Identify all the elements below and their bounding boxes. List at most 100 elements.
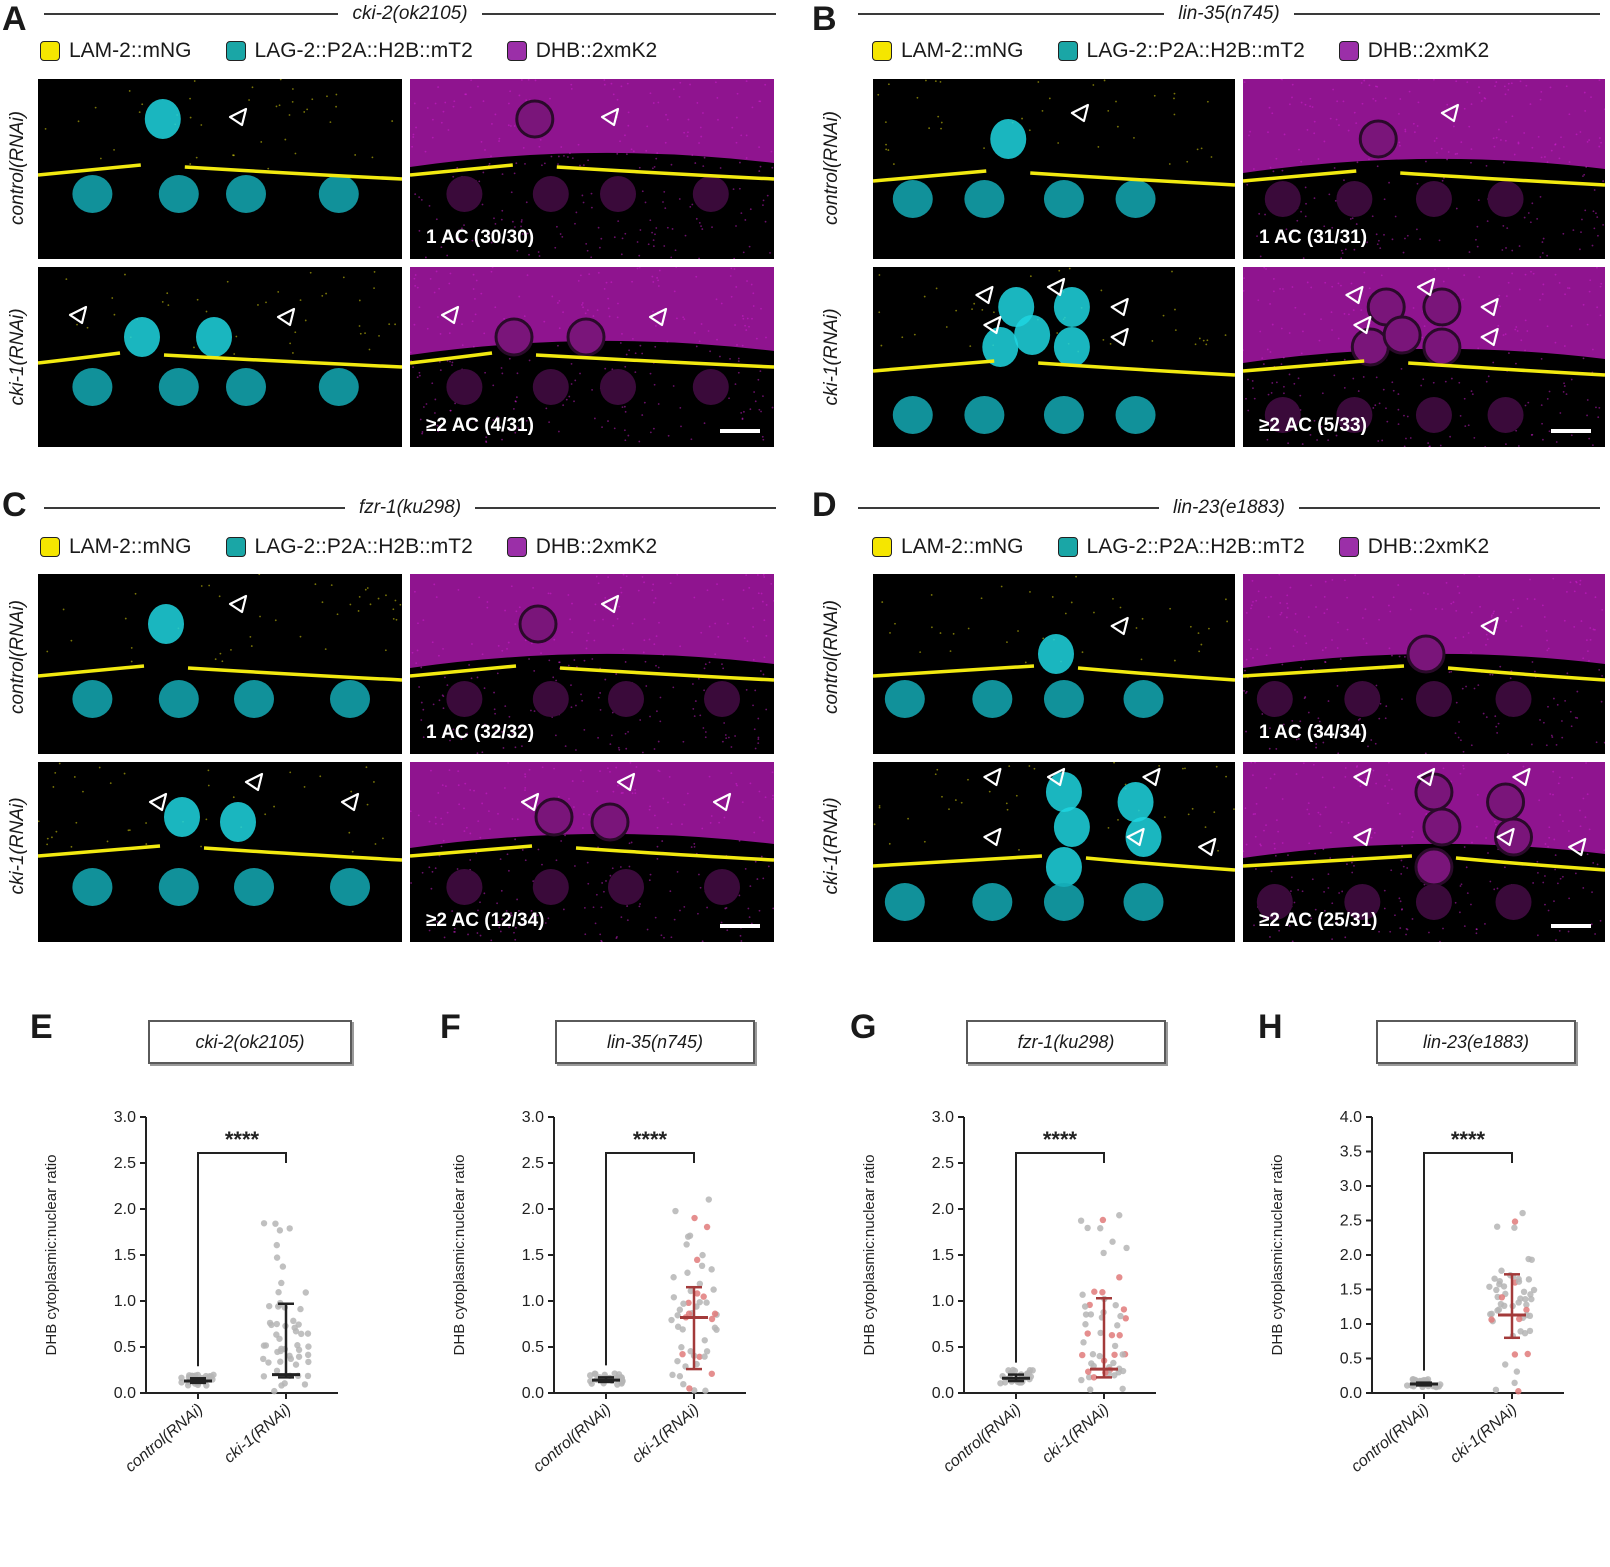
- data-point: [1099, 1216, 1107, 1224]
- dhb-image: [410, 762, 774, 942]
- data-point: [1082, 1311, 1090, 1318]
- x-tick-label: control(RNAi): [940, 1401, 1024, 1476]
- data-point: [696, 1298, 703, 1306]
- genotype-label: lin-23(e1883): [1159, 497, 1299, 518]
- data-point: [1519, 1209, 1526, 1217]
- legend-swatch-lam2: [40, 537, 60, 557]
- data-point: [710, 1286, 717, 1293]
- legend-swatch-lam2: [40, 41, 60, 61]
- plot-title-f: lin-35(n745): [555, 1020, 755, 1064]
- data-point: [1524, 1350, 1531, 1358]
- significance-bracket: [1423, 1152, 1513, 1371]
- scatter-plot-g: DHB cytoplasmic:nuclear ratio 0.0 0.5 1.0 1.…: [861, 1109, 1156, 1476]
- merge-image: [873, 79, 1235, 259]
- data-point: [286, 1352, 293, 1360]
- data-point: [266, 1302, 273, 1310]
- x-tick-label: control(RNAi): [1348, 1401, 1432, 1476]
- legend-swatch-lag2: [1057, 537, 1078, 557]
- ac-count-label: ≥2 AC (25/31): [1259, 910, 1378, 931]
- data-point: [591, 1370, 598, 1377]
- legend-swatch-dhb: [506, 537, 527, 557]
- data-point: [676, 1373, 684, 1380]
- data-point: [290, 1317, 297, 1325]
- scatter-plot-h: DHB cytoplasmic:nuclear ratio 0.0 0.5 1.0 1.…: [1269, 1109, 1564, 1476]
- y-tick-label: 2.0: [932, 1201, 954, 1218]
- merge-image: [873, 762, 1235, 942]
- data-point: [178, 1374, 185, 1382]
- arrowhead-icon: [68, 305, 88, 325]
- ac-count-label: ≥2 AC (4/31): [426, 415, 534, 436]
- data-point: [295, 1346, 303, 1354]
- arrowhead-icon: [1110, 297, 1129, 317]
- y-tick-label: 0.5: [522, 1339, 544, 1356]
- data-point: [1530, 1286, 1538, 1294]
- data-point: [1487, 1311, 1494, 1318]
- arrowhead-icon: [1198, 837, 1217, 857]
- arrowhead-icon: [1345, 285, 1364, 305]
- data-point: [1523, 1301, 1530, 1308]
- significance-stars: ****: [633, 1127, 668, 1152]
- data-point: [703, 1299, 710, 1306]
- row-label-cki1: cki-1(RNAi): [7, 797, 28, 895]
- micrograph-cki1-dhb: ≥2 AC (12/34): [410, 762, 774, 942]
- legend-label-dhb: DHB::2xmK2: [535, 535, 658, 558]
- y-axis-label: DHB cytoplasmic:nuclear ratio: [43, 1155, 60, 1356]
- genotype-header-c: fzr-1(ku298): [44, 496, 776, 520]
- arrowhead-icon: [340, 792, 360, 812]
- arrowhead-icon: [616, 772, 636, 792]
- panel-letter-e: E: [30, 1008, 53, 1046]
- arrowhead-icon: [1568, 837, 1587, 857]
- data-point: [1116, 1212, 1123, 1219]
- data-point: [711, 1324, 719, 1331]
- data-point: [1513, 1368, 1521, 1375]
- data-point: [1087, 1311, 1095, 1318]
- legend-swatch-lam2: [872, 537, 892, 557]
- data-point: [619, 1377, 626, 1384]
- dhb-image: [410, 574, 774, 754]
- channel-legend-b: LAM-2::mNG LAG-2::P2A::H2B::mT2 DHB::2xm…: [872, 37, 1489, 65]
- merge-image: [873, 267, 1235, 447]
- data-point: [265, 1359, 272, 1366]
- panel-letter-a: A: [2, 0, 27, 38]
- data-point: [674, 1312, 681, 1319]
- arrowhead-icon: [1496, 827, 1515, 847]
- genotype-header-d: lin-23(e1883): [858, 496, 1600, 520]
- legend-label-lam2: LAM-2::mNG: [901, 535, 1024, 558]
- data-point: [611, 1370, 618, 1377]
- data-point: [1084, 1330, 1091, 1337]
- row-label-control: control(RNAi): [821, 599, 842, 715]
- arrowhead-icon: [1416, 277, 1436, 297]
- data-point: [669, 1371, 676, 1379]
- y-tick-label: 0.5: [114, 1339, 136, 1356]
- y-tick-label: 1.5: [522, 1247, 544, 1264]
- data-point: [699, 1251, 706, 1259]
- scale-bar: [1551, 429, 1591, 433]
- data-point: [1078, 1376, 1085, 1384]
- y-tick-label: 3.0: [932, 1109, 954, 1126]
- micrograph-cki1-merge: [38, 762, 402, 942]
- y-tick-label: 1.5: [932, 1247, 954, 1264]
- arrowhead-icon: [600, 107, 620, 127]
- data-point: [1110, 1359, 1117, 1367]
- micrograph-cki1-merge: [38, 267, 402, 447]
- legend-label-dhb: DHB::2xmK2: [1367, 535, 1490, 558]
- data-point: [302, 1289, 309, 1296]
- scatter-plot-f: DHB cytoplasmic:nuclear ratio 0.0 0.5 1.0 1.…: [451, 1109, 746, 1476]
- micrograph-control-dhb: 1 AC (31/31): [1243, 79, 1605, 259]
- data-point: [298, 1330, 305, 1338]
- data-point: [276, 1227, 284, 1234]
- data-point: [266, 1319, 274, 1327]
- data-point: [279, 1263, 287, 1270]
- data-point: [672, 1207, 679, 1215]
- panel-letter-f: F: [440, 1008, 461, 1046]
- data-point: [1526, 1312, 1534, 1320]
- y-tick-label: 1.5: [1340, 1282, 1362, 1299]
- micrograph-control-dhb: 1 AC (34/34): [1243, 574, 1605, 754]
- channel-legend-d: LAM-2::mNG LAG-2::P2A::H2B::mT2 DHB::2xm…: [872, 533, 1489, 561]
- data-point: [685, 1299, 692, 1307]
- x-tick-label: cki-1(RNAi): [1447, 1401, 1521, 1467]
- x-tick-label: control(RNAi): [530, 1401, 614, 1476]
- y-axis-label: DHB cytoplasmic:nuclear ratio: [1269, 1155, 1286, 1356]
- y-tick-label: 2.0: [1340, 1247, 1362, 1264]
- plot-title-g: fzr-1(ku298): [966, 1020, 1166, 1064]
